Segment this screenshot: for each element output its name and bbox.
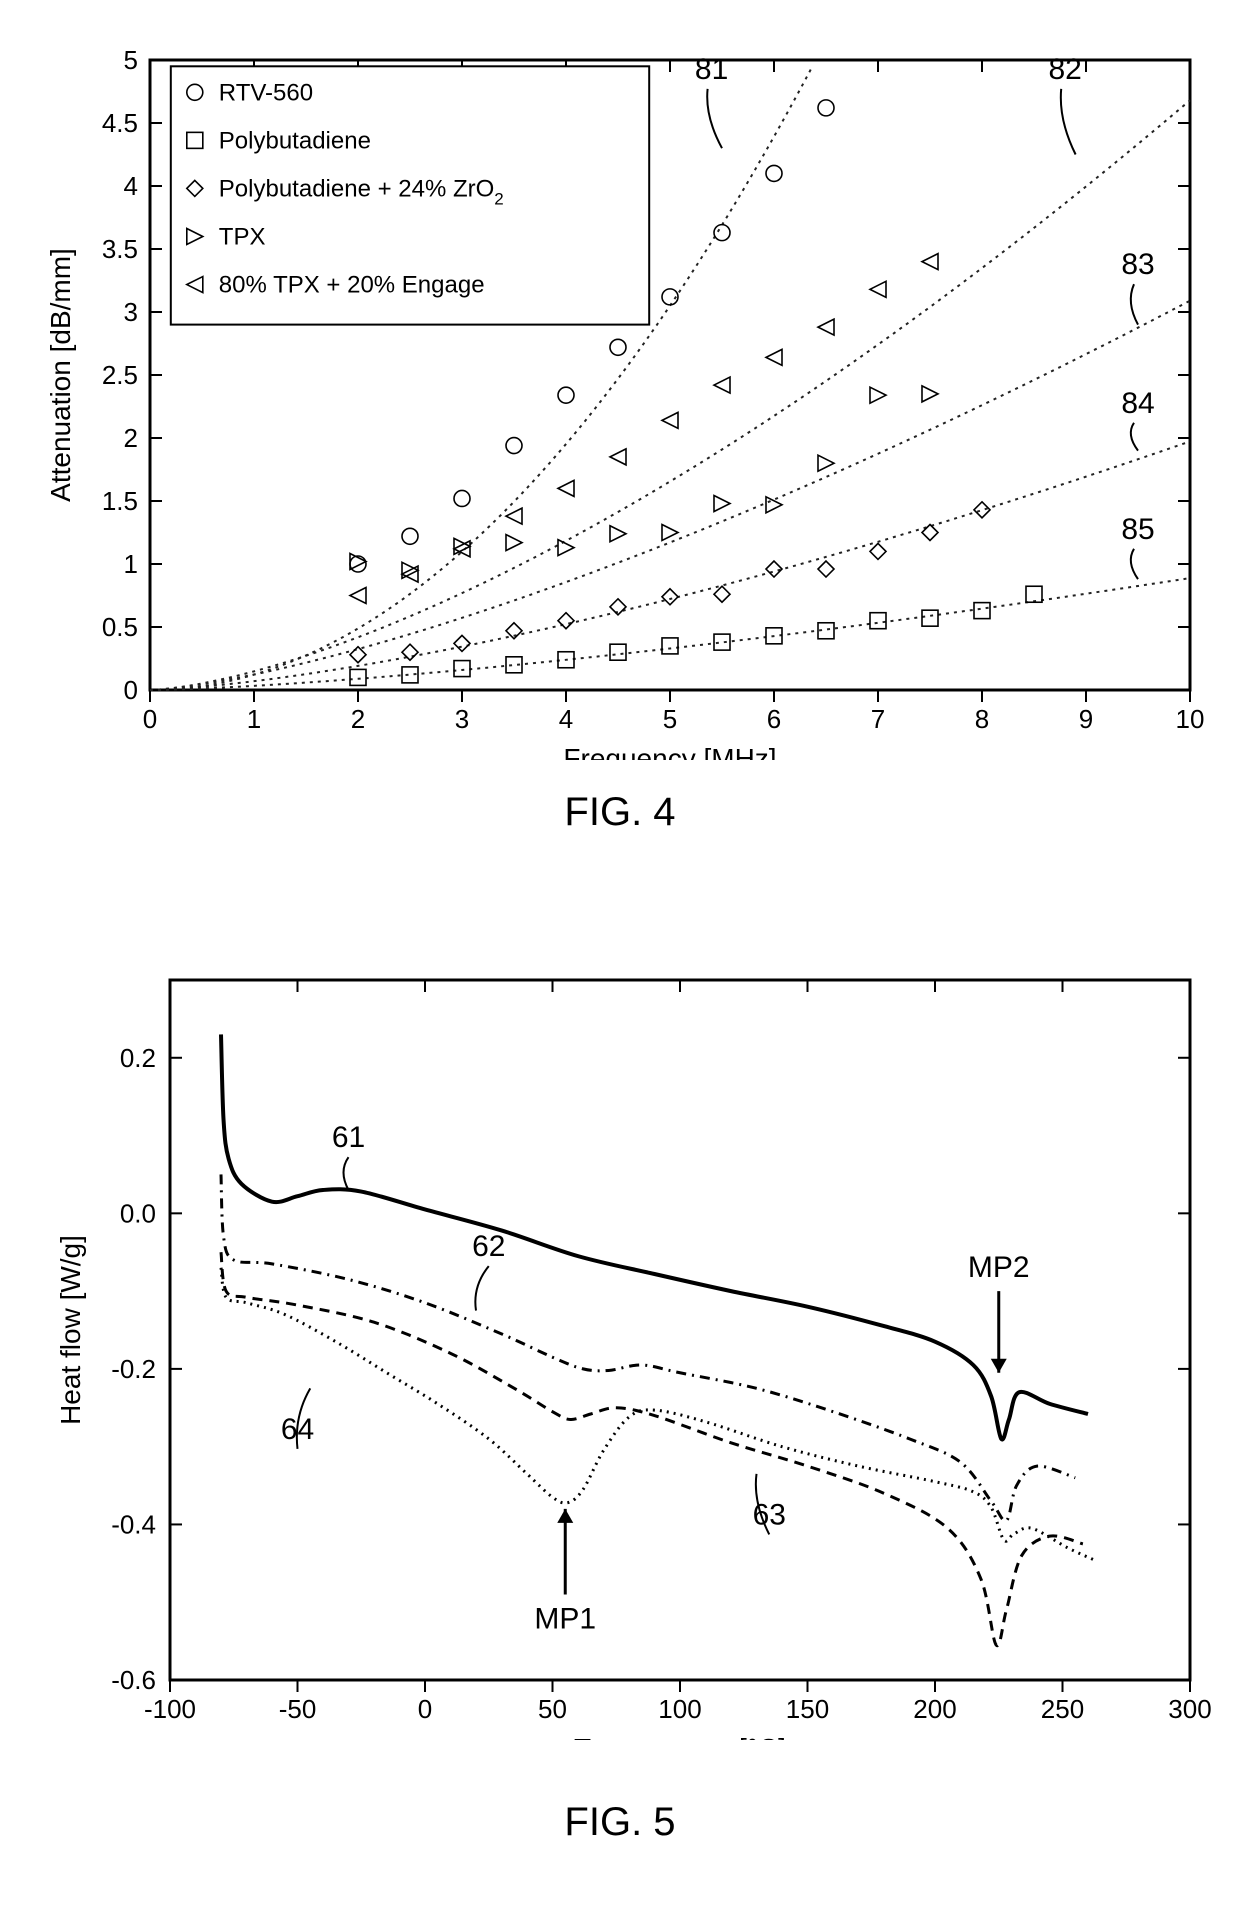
- svg-text:-0.6: -0.6: [111, 1665, 156, 1695]
- svg-text:80% TPX + 20% Engage: 80% TPX + 20% Engage: [219, 272, 485, 299]
- svg-text:-100: -100: [144, 1694, 196, 1724]
- svg-text:Attenuation [dB/mm]: Attenuation [dB/mm]: [45, 248, 76, 502]
- svg-text:3: 3: [124, 297, 138, 327]
- svg-text:10: 10: [1176, 704, 1205, 734]
- svg-text:0.0: 0.0: [120, 1198, 156, 1228]
- svg-text:81: 81: [695, 53, 728, 86]
- svg-text:0: 0: [143, 704, 157, 734]
- svg-text:50: 50: [538, 1694, 567, 1724]
- fig5-caption: FIG. 5: [20, 1800, 1220, 1845]
- svg-text:9: 9: [1079, 704, 1093, 734]
- svg-text:0: 0: [124, 675, 138, 705]
- svg-text:62: 62: [472, 1230, 505, 1263]
- svg-text:250: 250: [1041, 1694, 1084, 1724]
- fig4-caption: FIG. 4: [20, 790, 1220, 835]
- svg-text:2: 2: [351, 704, 365, 734]
- svg-text:100: 100: [658, 1694, 701, 1724]
- svg-text:150: 150: [786, 1694, 829, 1724]
- figure-5: -100 -50 0 50 100 150 200 250 300 -0.6 -0.4 -0.2 0.0…: [20, 940, 1220, 1845]
- svg-text:84: 84: [1121, 387, 1154, 420]
- svg-text:RTV-560: RTV-560: [219, 79, 313, 106]
- svg-text:85: 85: [1121, 513, 1154, 546]
- svg-text:83: 83: [1121, 248, 1154, 281]
- svg-text:200: 200: [913, 1694, 956, 1724]
- svg-text:5: 5: [663, 704, 677, 734]
- svg-text:7: 7: [871, 704, 885, 734]
- page: 01234567891000.511.522.533.544.55Frequen…: [0, 0, 1240, 1925]
- svg-text:0: 0: [418, 1694, 432, 1724]
- svg-text:Temperature [°C]: Temperature [°C]: [574, 1733, 786, 1740]
- svg-text:8: 8: [975, 704, 989, 734]
- svg-text:1.5: 1.5: [102, 486, 138, 516]
- svg-text:Frequency [MHz]: Frequency [MHz]: [563, 743, 776, 760]
- svg-text:MP1: MP1: [534, 1602, 596, 1635]
- svg-text:-0.4: -0.4: [111, 1509, 156, 1539]
- svg-text:2.5: 2.5: [102, 360, 138, 390]
- svg-text:1: 1: [124, 549, 138, 579]
- svg-text:-50: -50: [279, 1694, 317, 1724]
- svg-text:Heat flow [W/g]: Heat flow [W/g]: [55, 1235, 86, 1425]
- fig5-chart: -100 -50 0 50 100 150 200 250 300 -0.6 -0.4 -0.2 0.0…: [20, 940, 1220, 1740]
- svg-text:-0.2: -0.2: [111, 1354, 156, 1384]
- svg-text:MP2: MP2: [968, 1251, 1030, 1284]
- svg-text:1: 1: [247, 704, 261, 734]
- svg-text:3: 3: [455, 704, 469, 734]
- svg-text:0.2: 0.2: [120, 1043, 156, 1073]
- svg-text:5: 5: [124, 45, 138, 75]
- svg-text:Polybutadiene: Polybutadiene: [219, 127, 371, 154]
- svg-text:4.5: 4.5: [102, 108, 138, 138]
- svg-text:4: 4: [559, 704, 573, 734]
- svg-text:300: 300: [1168, 1694, 1211, 1724]
- svg-text:TPX: TPX: [219, 223, 266, 250]
- svg-text:0.5: 0.5: [102, 612, 138, 642]
- figure-4: 0 1 2 3 4 5 6 7 8 9 10 0 0.5 1 1.5 2 2.5 3 3.5 4 4.5 5 Frequen…: [20, 20, 1220, 835]
- svg-text:82: 82: [1049, 53, 1082, 86]
- svg-text:2: 2: [124, 423, 138, 453]
- svg-text:4: 4: [124, 171, 138, 201]
- fig4-chart: 0 1 2 3 4 5 6 7 8 9 10 0 0.5 1 1.5 2 2.5 3 3.5 4 4.5 5 Frequen…: [20, 20, 1220, 760]
- svg-text:6: 6: [767, 704, 781, 734]
- svg-text:3.5: 3.5: [102, 234, 138, 264]
- svg-text:61: 61: [332, 1121, 365, 1154]
